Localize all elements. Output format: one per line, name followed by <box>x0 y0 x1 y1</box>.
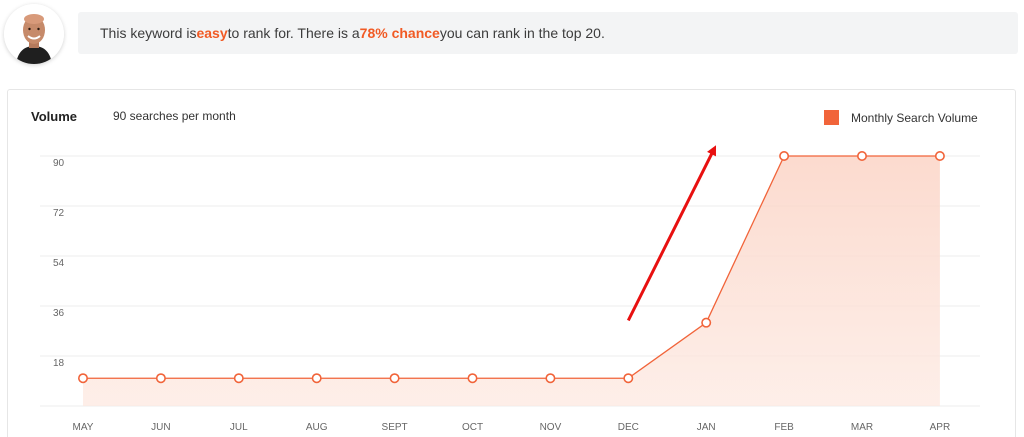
banner-text-1: This keyword is <box>100 25 197 41</box>
legend-swatch <box>824 110 839 125</box>
banner-text-3: you can rank in the top 20. <box>439 25 605 41</box>
data-point-jul <box>233 373 244 384</box>
x-tick-label-mar: MAR <box>851 422 873 433</box>
x-tick-label-nov: NOV <box>540 422 562 433</box>
x-tick-label-apr: APR <box>930 422 951 433</box>
x-tick-label-sept: SEPT <box>382 422 408 433</box>
x-tick-label-feb: FEB <box>774 422 794 433</box>
data-point-dec <box>623 373 634 384</box>
data-point-sept <box>389 373 400 384</box>
x-tick-label-jul: JUL <box>230 422 248 433</box>
y-tick-label: 90 <box>53 158 65 169</box>
data-point-nov <box>545 373 556 384</box>
banner-text-2: to rank for. There is a <box>227 25 360 41</box>
banner-rank-chance: 78% chance <box>359 25 440 41</box>
x-tick-label-may: MAY <box>73 422 94 433</box>
keyword-difficulty-banner: This keyword is easy to rank for. There … <box>78 12 1018 54</box>
person-avatar-icon <box>4 4 64 64</box>
data-point-jun <box>155 373 166 384</box>
data-point-feb <box>779 151 790 162</box>
data-point-jan <box>701 317 712 328</box>
y-tick-label: 36 <box>53 308 65 319</box>
chart-legend[interactable]: Monthly Search Volume <box>824 110 978 125</box>
data-point-may <box>78 373 89 384</box>
legend-label: Monthly Search Volume <box>851 110 978 125</box>
chart-subtitle: 90 searches per month <box>113 109 236 123</box>
data-point-apr <box>934 151 945 162</box>
x-tick-label-dec: DEC <box>618 422 639 433</box>
data-point-oct <box>467 373 478 384</box>
series-area <box>83 156 940 406</box>
x-tick-label-jan: JAN <box>697 422 716 433</box>
x-tick-label-oct: OCT <box>462 422 483 433</box>
y-tick-label: 72 <box>53 208 65 219</box>
banner-difficulty-word: easy <box>196 25 228 41</box>
x-tick-label-aug: AUG <box>306 422 328 433</box>
trend-arrow-annotation <box>626 145 716 322</box>
y-tick-label: 54 <box>53 258 65 269</box>
data-point-aug <box>311 373 322 384</box>
avatar <box>4 4 64 64</box>
data-point-mar <box>856 151 867 162</box>
series-line <box>83 155 940 379</box>
x-tick-label-jun: JUN <box>151 422 170 433</box>
y-tick-label: 18 <box>53 358 65 369</box>
chart-title: Volume <box>31 109 77 124</box>
